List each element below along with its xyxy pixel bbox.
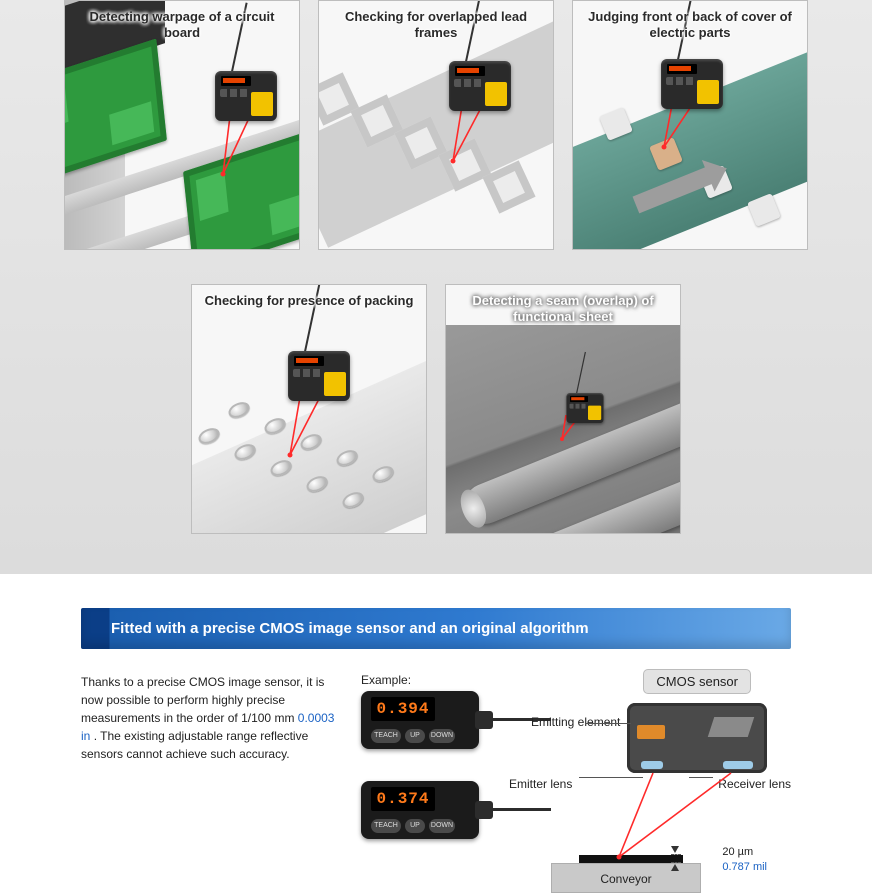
sensor-readout-1: 0.394 TEACH UP DOWN [361,691,479,749]
app-card-warpage: Detecting warpage of a circuit board [64,0,300,250]
app-card-packing: Checking for presence of packing [191,284,427,534]
applications-section: Detecting warpage of a circuit board Che… [0,0,872,574]
up-button-label: UP [405,729,425,743]
label-emitting: Emitting element [531,715,620,729]
info-body: Thanks to a precise CMOS image sensor, i… [81,673,791,893]
teach-button-label: TEACH [371,819,401,833]
app-title: Checking for presence of packing [192,293,426,309]
app-title: Detecting warpage of a circuit board [65,9,299,42]
step-dimension: 20 µm 0.787 mil [722,845,767,875]
target-object-icon [579,855,683,863]
app-title: Judging front or back of cover of electr… [573,9,807,42]
sensor-icon [288,351,350,401]
display-value: 0.394 [371,697,435,721]
applications-row-1: Detecting warpage of a circuit board Che… [0,0,872,250]
sensor-icon [215,71,277,121]
info-tail: . The existing adjustable range reflecti… [81,729,308,761]
cmos-diagram: Example: 0.394 TEACH UP DOWN 0.374 TEACH… [361,673,791,893]
label-receiver-lens: Receiver lens [718,777,791,791]
applications-row-2: Checking for presence of packing Detecti… [0,250,872,534]
down-button-label: DOWN [429,729,455,743]
label-emitter-lens: Emitter lens [509,777,572,791]
app-card-leadframes: Checking for overlapped lead frames [318,0,554,250]
sensor-icon [566,393,603,423]
cmos-info-section: Fitted with a precise CMOS image sensor … [0,574,872,893]
example-label: Example: [361,673,411,687]
cmos-tag: CMOS sensor [643,669,751,694]
sensor-icon [661,59,723,109]
sensor-icon [449,61,511,111]
banner-text: Fitted with a precise CMOS image sensor … [111,620,589,637]
step-mil: 0.787 mil [722,860,767,875]
teach-button-label: TEACH [371,729,401,743]
info-paragraph: Thanks to a precise CMOS image sensor, i… [81,673,343,893]
up-button-label: UP [405,819,425,833]
step-um: 20 µm [722,845,767,860]
app-card-frontback: Judging front or back of cover of electr… [572,0,808,250]
info-lead: Thanks to a precise CMOS image sensor, i… [81,675,324,725]
sensor-readout-2: 0.374 TEACH UP DOWN [361,781,479,839]
cmos-internal-icon [627,703,767,773]
app-title: Detecting a seam (overlap) of functional… [446,293,680,326]
app-card-seam: Detecting a seam (overlap) of functional… [445,284,681,534]
section-banner: Fitted with a precise CMOS image sensor … [81,608,791,649]
app-title: Checking for overlapped lead frames [319,9,553,42]
display-value: 0.374 [371,787,435,811]
down-button-label: DOWN [429,819,455,833]
